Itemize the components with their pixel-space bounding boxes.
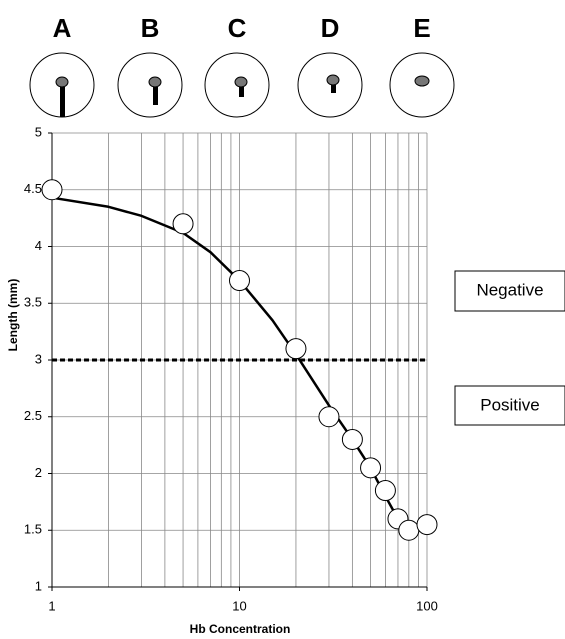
icons [30,53,454,117]
icon-dot [149,77,161,87]
annotation: Negative [476,280,543,299]
data-point [375,481,395,501]
x-axis-title: Hb Concentration [190,622,291,636]
annotation: Positive [480,395,540,414]
y-tick-label: 3.5 [24,295,42,310]
panel-label: E [413,13,430,43]
data-point [319,407,339,427]
data-point [361,458,381,478]
icon-circle [298,53,362,117]
icon-dot [56,77,68,87]
x-tick-label: 1 [48,598,55,613]
y-tick-label: 1.5 [24,522,42,537]
y-tick-label: 4 [35,238,42,253]
y-tick-label: 3 [35,351,42,366]
panel-label: D [321,13,340,43]
y-tick-label: 1 [35,578,42,593]
y-tick-label: 5 [35,124,42,139]
data-point [417,515,437,535]
data-point [399,520,419,540]
panel-label: B [141,13,160,43]
icon-bar [331,85,336,93]
chart: Negative Positive Hb Concentration Lengt… [0,0,565,639]
y-tick-label: 2.5 [24,408,42,423]
data-point [173,214,193,234]
panel-label: A [53,13,72,43]
page: {"chart_data": {"type": "scatter", "pane… [0,0,565,639]
data-point [342,429,362,449]
icon-bar [153,87,158,105]
icon-dot [415,76,429,86]
panel-label: C [228,13,247,43]
x-tick-label: 10 [232,598,246,613]
y-axis-title: Length (mm) [6,279,20,352]
data-point [42,180,62,200]
data-point [286,339,306,359]
icon-dot [235,77,247,87]
icon-bar [239,87,244,97]
icon-bar [60,87,65,117]
y-tick-label: 4.5 [24,181,42,196]
data-point [230,271,250,291]
icon-dot [327,75,339,85]
y-tick-label: 2 [35,465,42,480]
x-tick-label: 100 [416,598,438,613]
